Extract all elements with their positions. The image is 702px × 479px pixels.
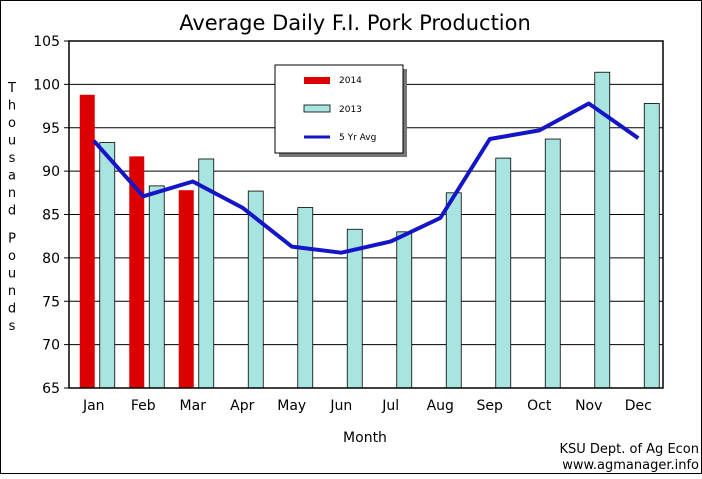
bar-2013 xyxy=(495,157,512,389)
y-axis-title-letter: h xyxy=(8,99,16,114)
x-tick-label: Jun xyxy=(329,398,352,414)
line-5-yr-avg xyxy=(92,101,640,255)
y-tick-label: 100 xyxy=(33,77,60,93)
bar-2014 xyxy=(129,156,145,388)
x-tick-label: May xyxy=(277,398,306,414)
x-axis: Jan Feb Mar Apr May Jun Jul Aug Sep Oct Nov Dec xyxy=(82,398,652,414)
legend-label-2013: 2013 xyxy=(339,105,362,115)
y-axis-title-letter: s xyxy=(9,151,16,166)
chart-title: Average Daily F.I. Pork Production xyxy=(179,11,531,35)
bar-2013 xyxy=(594,71,611,389)
x-tick-label: Nov xyxy=(575,398,602,414)
x-tick-label: Sep xyxy=(477,398,504,414)
x-tick-label: Dec xyxy=(625,398,652,414)
y-tick-label: 90 xyxy=(42,164,60,180)
x-tick-label: Apr xyxy=(230,398,254,414)
bar-2013 xyxy=(297,207,314,389)
y-tick-label: 65 xyxy=(42,381,60,397)
legend-swatch-2013 xyxy=(303,104,331,113)
legend-swatch-2014 xyxy=(304,77,330,84)
y-axis-title-letter: o xyxy=(8,116,16,131)
y-tick-label: 105 xyxy=(33,34,60,50)
x-tick-label: Mar xyxy=(180,398,207,414)
legend: 2014 2013 5 Yr Avg xyxy=(274,64,407,157)
y-axis-title-letter: d xyxy=(8,302,16,317)
bar-2013 xyxy=(544,138,561,389)
x-axis-title: Month xyxy=(343,430,387,446)
legend-box xyxy=(274,64,404,154)
x-tick-label: Jul xyxy=(381,398,399,414)
bar-2013 xyxy=(346,228,363,389)
y-axis-title-letter: o xyxy=(8,249,16,264)
bar-2013 xyxy=(445,192,462,389)
y-axis-title-letter: u xyxy=(8,134,16,149)
y-tick-label: 95 xyxy=(42,121,60,137)
y-tick-label: 80 xyxy=(42,251,60,267)
y-axis: 65 70 75 80 85 90 95 100 105 xyxy=(33,34,69,397)
x-tick-label: Feb xyxy=(131,398,156,414)
y-tick-label: 70 xyxy=(42,338,60,354)
bar-2013 xyxy=(99,142,116,389)
bar-2013 xyxy=(148,185,165,389)
y-axis-title-letter: n xyxy=(8,284,16,299)
y-axis-title-letter: n xyxy=(8,186,16,201)
y-axis-title-letter: d xyxy=(8,204,16,219)
y-tick-label: 75 xyxy=(42,294,60,310)
x-tick-label: Oct xyxy=(527,398,552,414)
y-axis-title-letter: u xyxy=(8,267,16,282)
legend-label-2014: 2014 xyxy=(339,76,362,86)
x-tick-label: Jan xyxy=(82,398,105,414)
bar-2013 xyxy=(643,103,660,389)
line-series xyxy=(92,101,640,255)
source-line-2: www.agmanager.info xyxy=(562,458,699,473)
bar-series xyxy=(79,71,660,389)
y-axis-title-letter: P xyxy=(8,232,16,247)
y-tick-label: 85 xyxy=(42,208,60,224)
source-line-1: KSU Dept. of Ag Econ xyxy=(559,442,699,457)
y-axis-title-letter: T xyxy=(7,81,16,96)
bar-2013 xyxy=(396,231,413,389)
y-axis-title-letter: s xyxy=(9,319,16,334)
x-tick-label: Aug xyxy=(427,398,454,414)
y-axis-title-letter: a xyxy=(8,169,16,184)
bar-2014 xyxy=(178,190,194,388)
legend-label-5yr-avg: 5 Yr Avg xyxy=(339,133,376,143)
bar-2014 xyxy=(79,94,95,388)
